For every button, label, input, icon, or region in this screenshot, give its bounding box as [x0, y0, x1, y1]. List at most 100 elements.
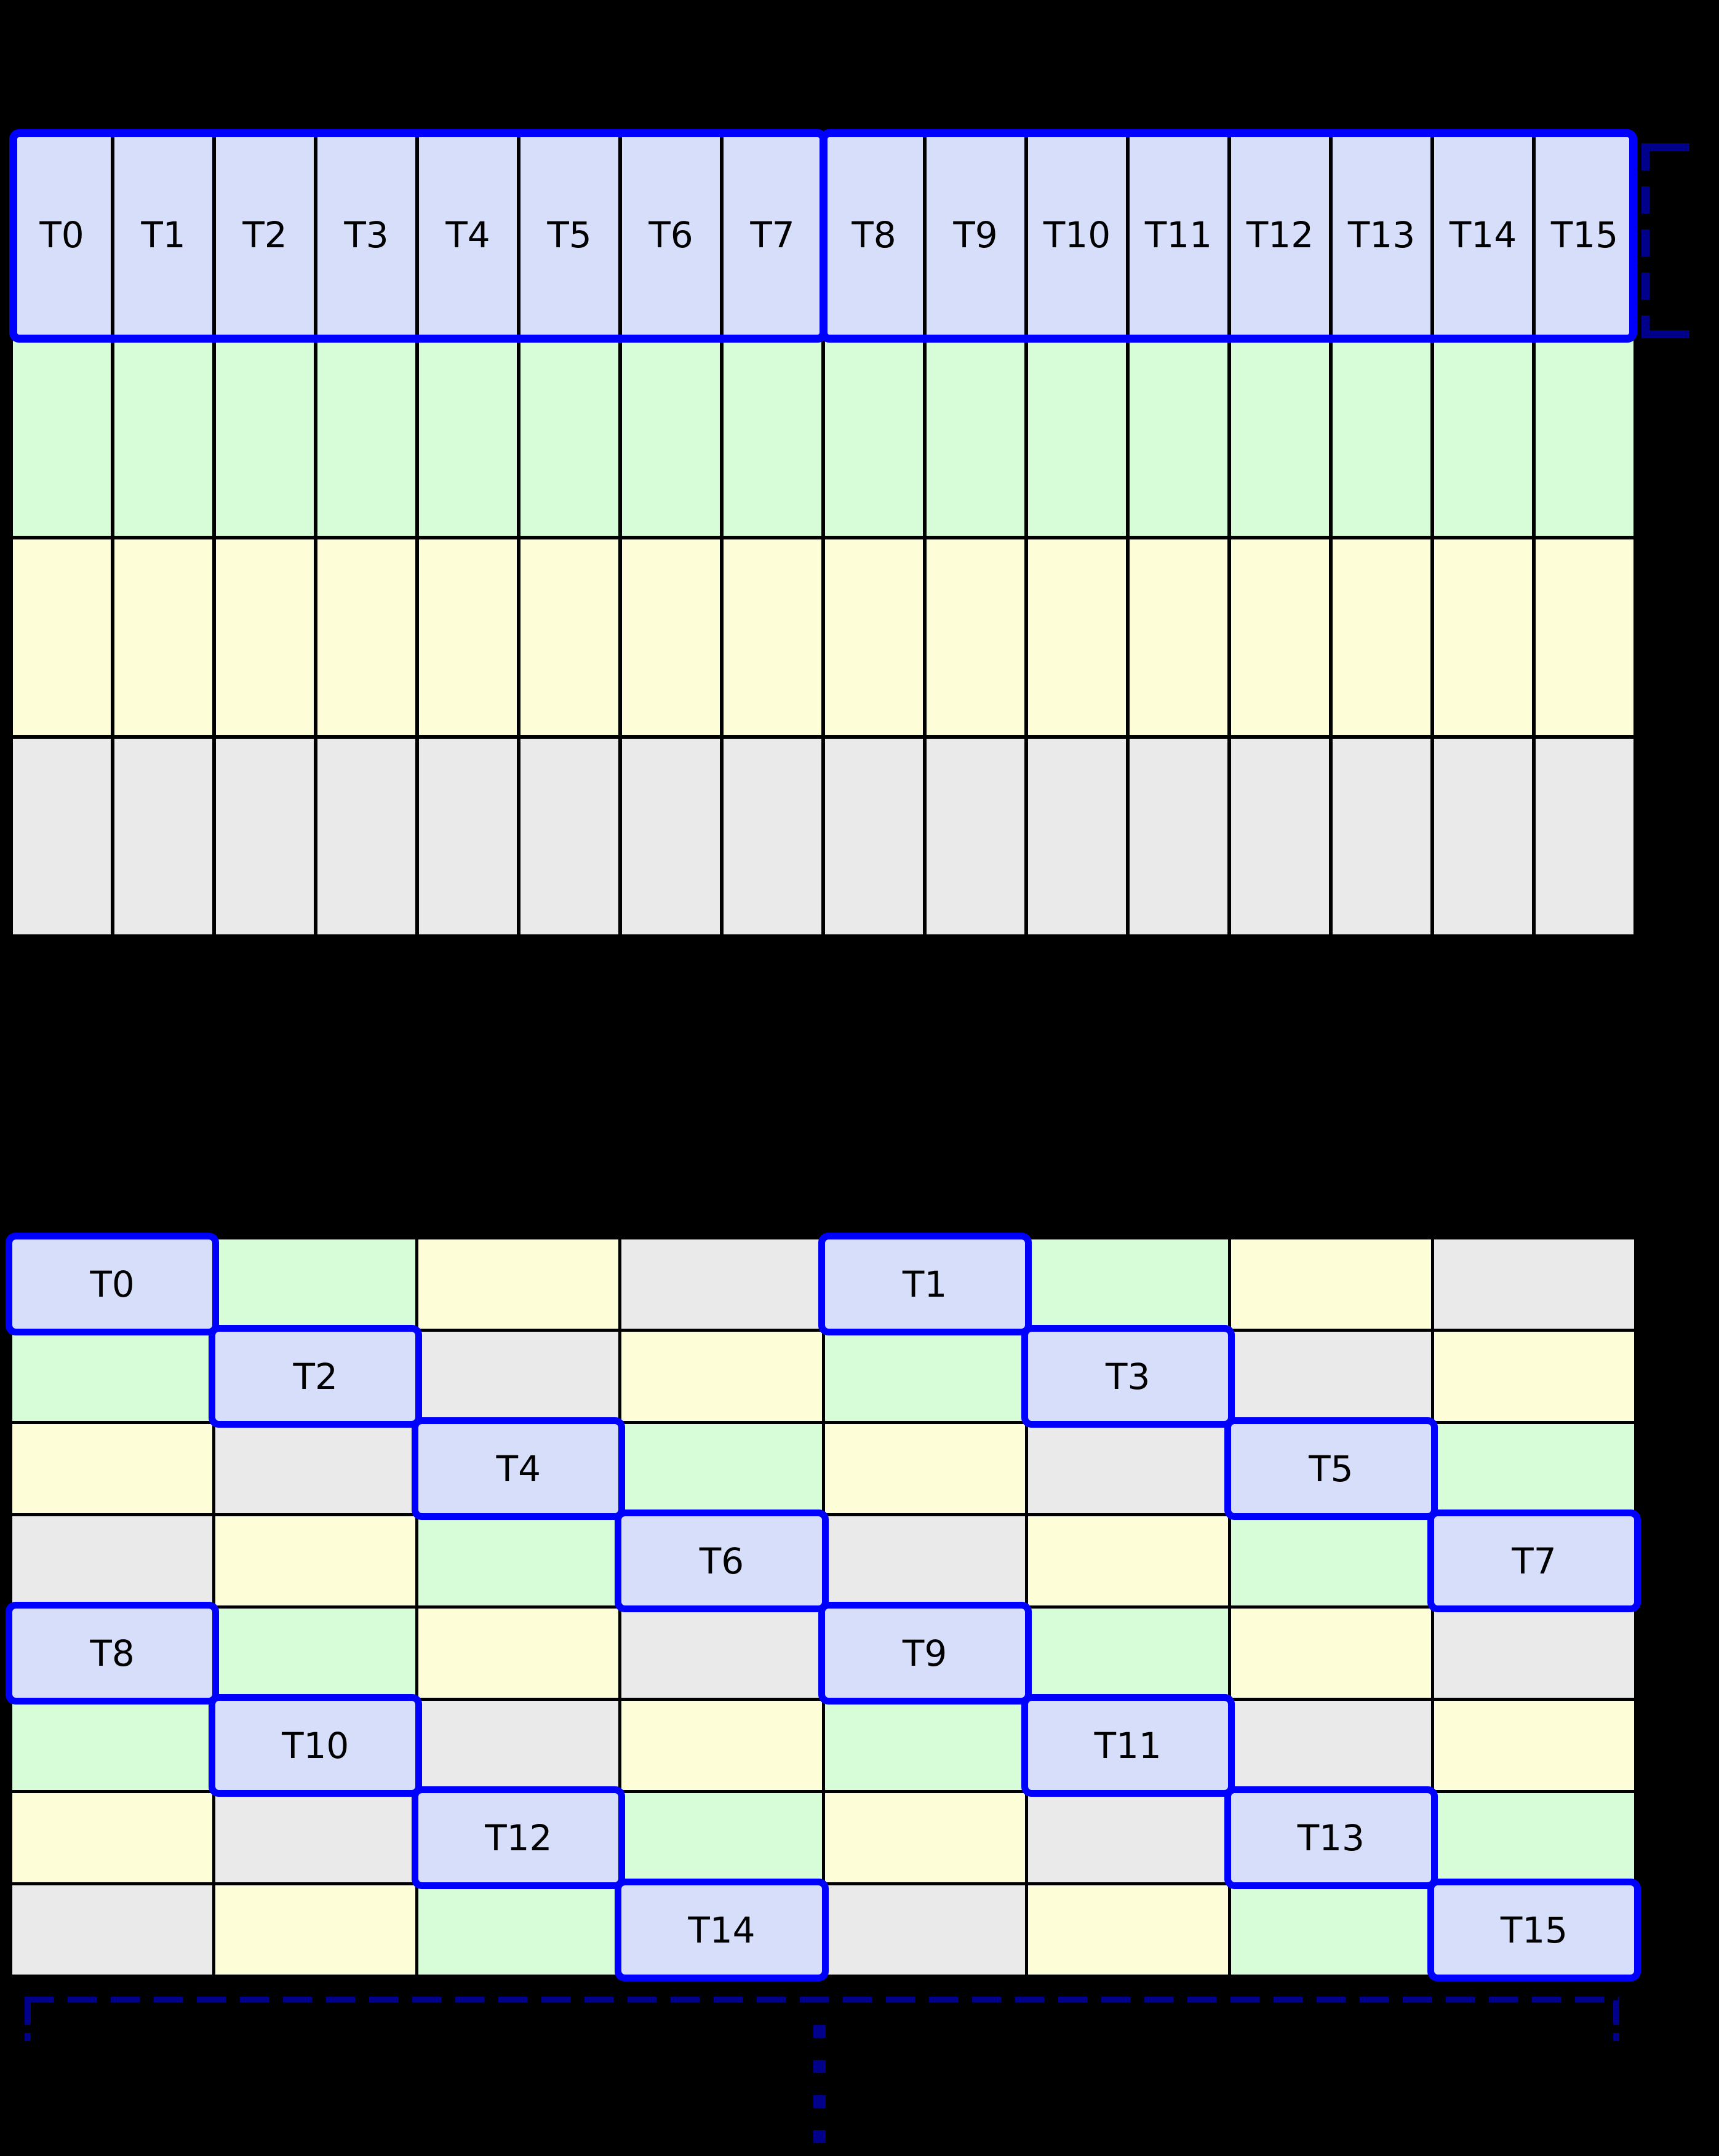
- top-grid-cell-yellow-row-col5: [520, 539, 618, 735]
- thread-label-T5: T5: [1309, 1447, 1354, 1490]
- swizzled-cell-T4: T4: [418, 1424, 619, 1513]
- linear-layout-grid: T0 T1 T2 T3 T4 T5 T6 T7 T8 T9 T10 T11 T12 T13 T14 T15: [9, 129, 1637, 938]
- thread-label-T2: T2: [293, 1355, 338, 1398]
- swizzled-cell-r3-c6: [1230, 1516, 1431, 1605]
- thread-label-T7: T7: [1512, 1540, 1557, 1582]
- top-grid-cell-gray-row-col7: [724, 739, 821, 934]
- top-grid-cell-yellow-row-col8: [825, 539, 923, 735]
- top-grid-cell-yellow-row-col1: [114, 539, 212, 735]
- top-grid-cell-green-row-col10: [1028, 340, 1126, 536]
- swizzled-cell-r1-c6: [1230, 1332, 1431, 1421]
- top-grid-cell-green-row-col0: [13, 340, 111, 536]
- top-grid-cell-yellow-row-col7: [724, 539, 821, 735]
- top-grid-cell-gray-row-col12: [1231, 739, 1329, 934]
- top-grid-cell-green-row-col8: [825, 340, 923, 536]
- swizzled-cell-r4-c6: [1230, 1609, 1431, 1698]
- thread-label-T3: T3: [1106, 1355, 1151, 1398]
- top-grid-cell-green-row-col11: [1130, 340, 1227, 536]
- thread-label-T12: T12: [485, 1816, 552, 1859]
- swizzled-cell-r7-c4: [824, 1885, 1025, 1975]
- top-grid-cell-gray-row-col15: [1536, 739, 1633, 934]
- thread-label-T4: T4: [496, 1447, 541, 1490]
- swizzled-cell-T14: T14: [621, 1885, 822, 1975]
- top-grid-cell-gray-row-col14: [1434, 739, 1532, 934]
- top-grid-cell-yellow-row-col13: [1333, 539, 1430, 735]
- top-grid-cell-gray-row-col9: [927, 739, 1024, 934]
- thread-label-T4: T4: [445, 213, 490, 256]
- swizzled-cell-r2-c4: [824, 1424, 1025, 1513]
- swizzled-cell-r0-c3: [621, 1239, 822, 1329]
- swizzled-cell-r6-c7: [1434, 1793, 1634, 1882]
- swizzled-cell-T6: T6: [621, 1516, 822, 1605]
- top-grid-cell-green-row-col15: [1536, 340, 1633, 536]
- top-grid-cell-gray-row-col5: [520, 739, 618, 934]
- top-grid-cell-green-row-col12: [1231, 340, 1329, 536]
- top-grid-cell-threads-row-col8: T8: [825, 133, 923, 336]
- thread-label-T0: T0: [39, 213, 84, 256]
- thread-label-T6: T6: [648, 213, 693, 256]
- swizzled-layout-grid: T0 T1 T2 T3 T4 T5 T6 T7 T8 T9 T10 T11 T12 T13 T14 T15: [9, 1236, 1637, 1978]
- swizzled-cell-r2-c1: [215, 1424, 416, 1513]
- top-grid-cell-green-row-col2: [216, 340, 314, 536]
- swizzled-cell-r4-c3: [621, 1609, 822, 1698]
- top-grid-cell-yellow-row-col11: [1130, 539, 1227, 735]
- thread-label-T0: T0: [90, 1263, 135, 1305]
- top-grid-cell-yellow-row-col4: [419, 539, 517, 735]
- top-grid-cell-green-row-col13: [1333, 340, 1430, 536]
- thread-label-T14: T14: [1449, 213, 1517, 256]
- top-grid-cell-green-row-col4: [419, 340, 517, 536]
- thread-label-T11: T11: [1144, 213, 1213, 256]
- swizzled-cell-r6-c1: [215, 1793, 416, 1882]
- swizzled-cell-T12: T12: [418, 1793, 619, 1882]
- swizzled-cell-r4-c1: [215, 1609, 416, 1698]
- swizzled-cell-T3: T3: [1027, 1332, 1228, 1421]
- top-grid-cell-yellow-row-col6: [622, 539, 720, 735]
- thread-label-T15: T15: [1500, 1909, 1568, 1951]
- top-grid-cell-green-row-col5: [520, 340, 618, 536]
- swizzled-cell-r3-c1: [215, 1516, 416, 1605]
- swizzled-cell-T5: T5: [1230, 1424, 1431, 1513]
- swizzled-cell-r2-c7: [1434, 1424, 1634, 1513]
- top-grid-cell-yellow-row-col15: [1536, 539, 1633, 735]
- top-grid-cell-gray-row-col1: [114, 739, 212, 934]
- threads-row-bracket-top-tick: [1641, 143, 1689, 151]
- thread-label-T1: T1: [902, 1263, 947, 1305]
- swizzled-cell-r2-c5: [1027, 1424, 1228, 1513]
- thread-label-T9: T9: [902, 1632, 947, 1674]
- swizzled-cell-r7-c5: [1027, 1885, 1228, 1975]
- threads-row-bracket-line: [1641, 143, 1649, 338]
- top-grid-cell-yellow-row-col14: [1434, 539, 1532, 735]
- top-grid-cell-threads-row-col7: T7: [724, 133, 821, 336]
- continuation-ellipsis-icon: [813, 2025, 826, 2151]
- swizzled-cell-r3-c4: [824, 1516, 1025, 1605]
- swizzled-cell-r0-c6: [1230, 1239, 1431, 1329]
- swizzled-cell-r5-c3: [621, 1701, 822, 1790]
- swizzled-cell-r6-c0: [12, 1793, 213, 1882]
- top-grid-cell-threads-row-col3: T3: [317, 133, 415, 336]
- swizzled-cell-T15: T15: [1434, 1885, 1634, 1975]
- swizzled-cell-r1-c7: [1434, 1332, 1634, 1421]
- swizzled-cell-T8: T8: [12, 1609, 213, 1698]
- swizzled-cell-T11: T11: [1027, 1701, 1228, 1790]
- top-grid-cell-gray-row-col8: [825, 739, 923, 934]
- thread-label-T6: T6: [699, 1540, 744, 1582]
- swizzled-cell-r1-c3: [621, 1332, 822, 1421]
- top-grid-cell-yellow-row-col2: [216, 539, 314, 735]
- swizzled-cell-r7-c2: [418, 1885, 619, 1975]
- top-grid-cell-threads-row-col4: T4: [419, 133, 517, 336]
- swizzled-cell-r6-c3: [621, 1793, 822, 1882]
- swizzled-cell-r4-c7: [1434, 1609, 1634, 1698]
- swizzled-cell-r7-c0: [12, 1885, 213, 1975]
- thread-label-T9: T9: [953, 213, 998, 256]
- swizzled-cell-r5-c4: [824, 1701, 1025, 1790]
- swizzled-cell-r7-c6: [1230, 1885, 1431, 1975]
- thread-label-T2: T2: [242, 213, 287, 256]
- swizzled-cell-r2-c0: [12, 1424, 213, 1513]
- continuation-bracket-right-tick: [1613, 2000, 1619, 2041]
- top-grid-cell-gray-row-col4: [419, 739, 517, 934]
- thread-label-T1: T1: [141, 213, 186, 256]
- swizzled-cell-r5-c2: [418, 1701, 619, 1790]
- swizzled-cell-r3-c5: [1027, 1516, 1228, 1605]
- swizzled-cell-r4-c2: [418, 1609, 619, 1698]
